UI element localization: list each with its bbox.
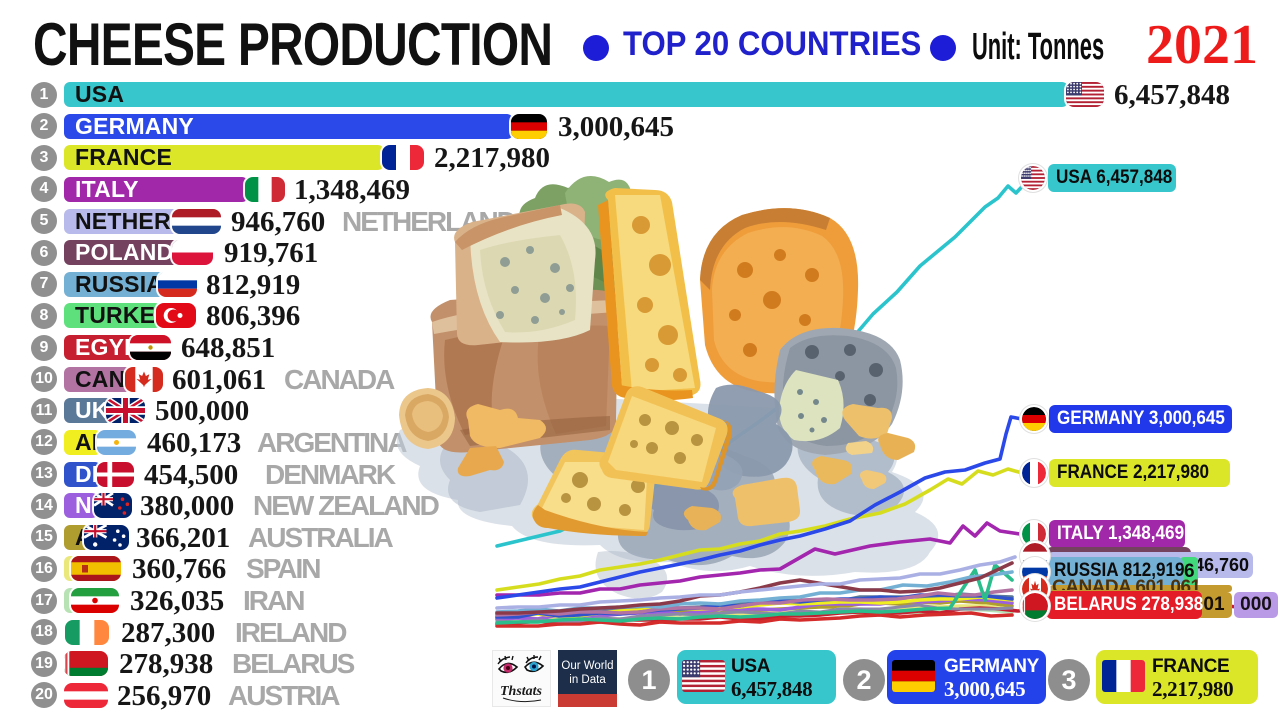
svg-text:Thstats: Thstats [500, 684, 543, 699]
